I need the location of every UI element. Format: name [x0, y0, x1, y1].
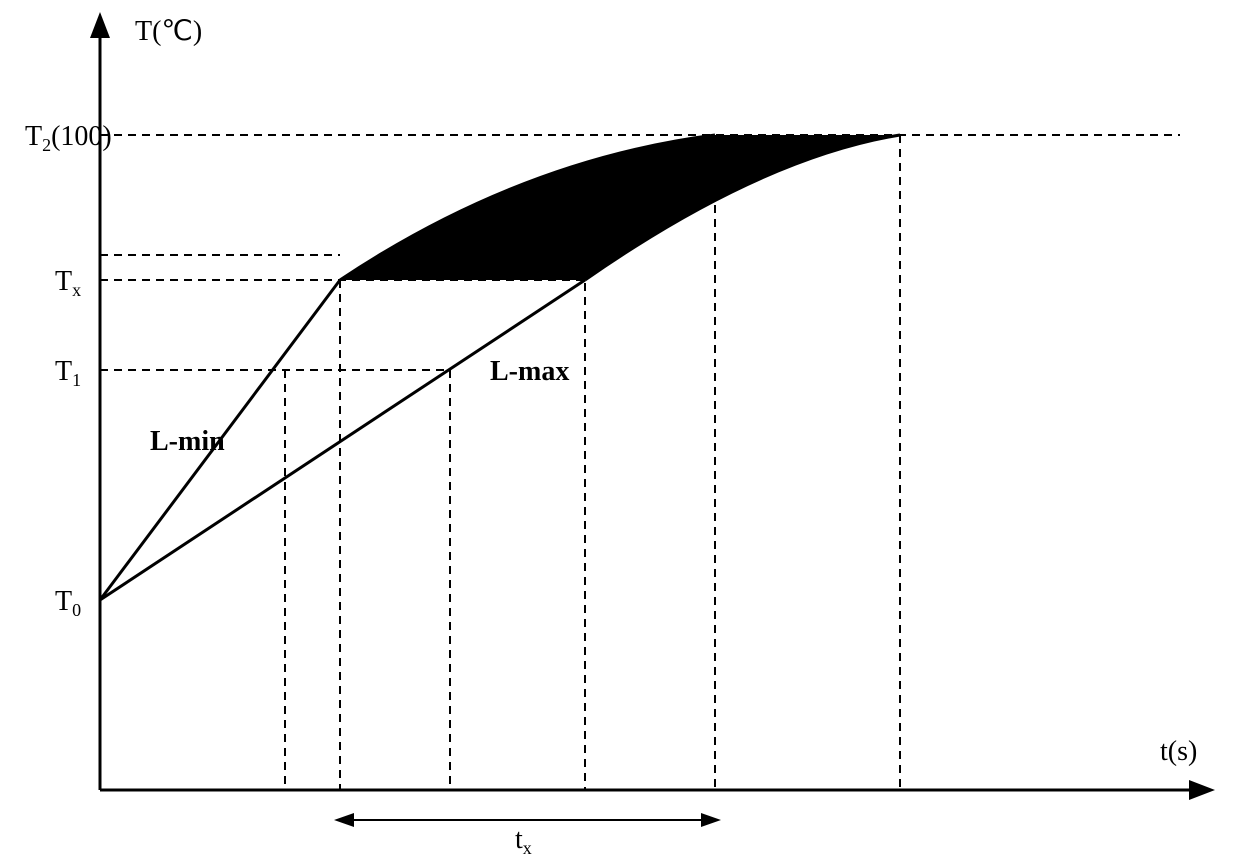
axes [90, 12, 1215, 800]
l-max-label: L-max [490, 356, 569, 387]
y-axis-label: T(℃) [135, 16, 202, 47]
temperature-time-chart: T(℃) t(s) L-min L-max T2(100) Tx [0, 0, 1240, 858]
svg-text:tx: tx [515, 824, 532, 858]
x-axis-label: t(s) [1160, 736, 1197, 767]
svg-text:T1: T1 [55, 356, 81, 390]
dimension-tx: tx [334, 813, 721, 858]
svg-text:T2(100): T2(100) [25, 121, 112, 155]
svg-text:T0: T0 [55, 586, 81, 620]
svg-text:Tx: Tx [55, 266, 81, 300]
l-min-label: L-min [150, 426, 225, 457]
